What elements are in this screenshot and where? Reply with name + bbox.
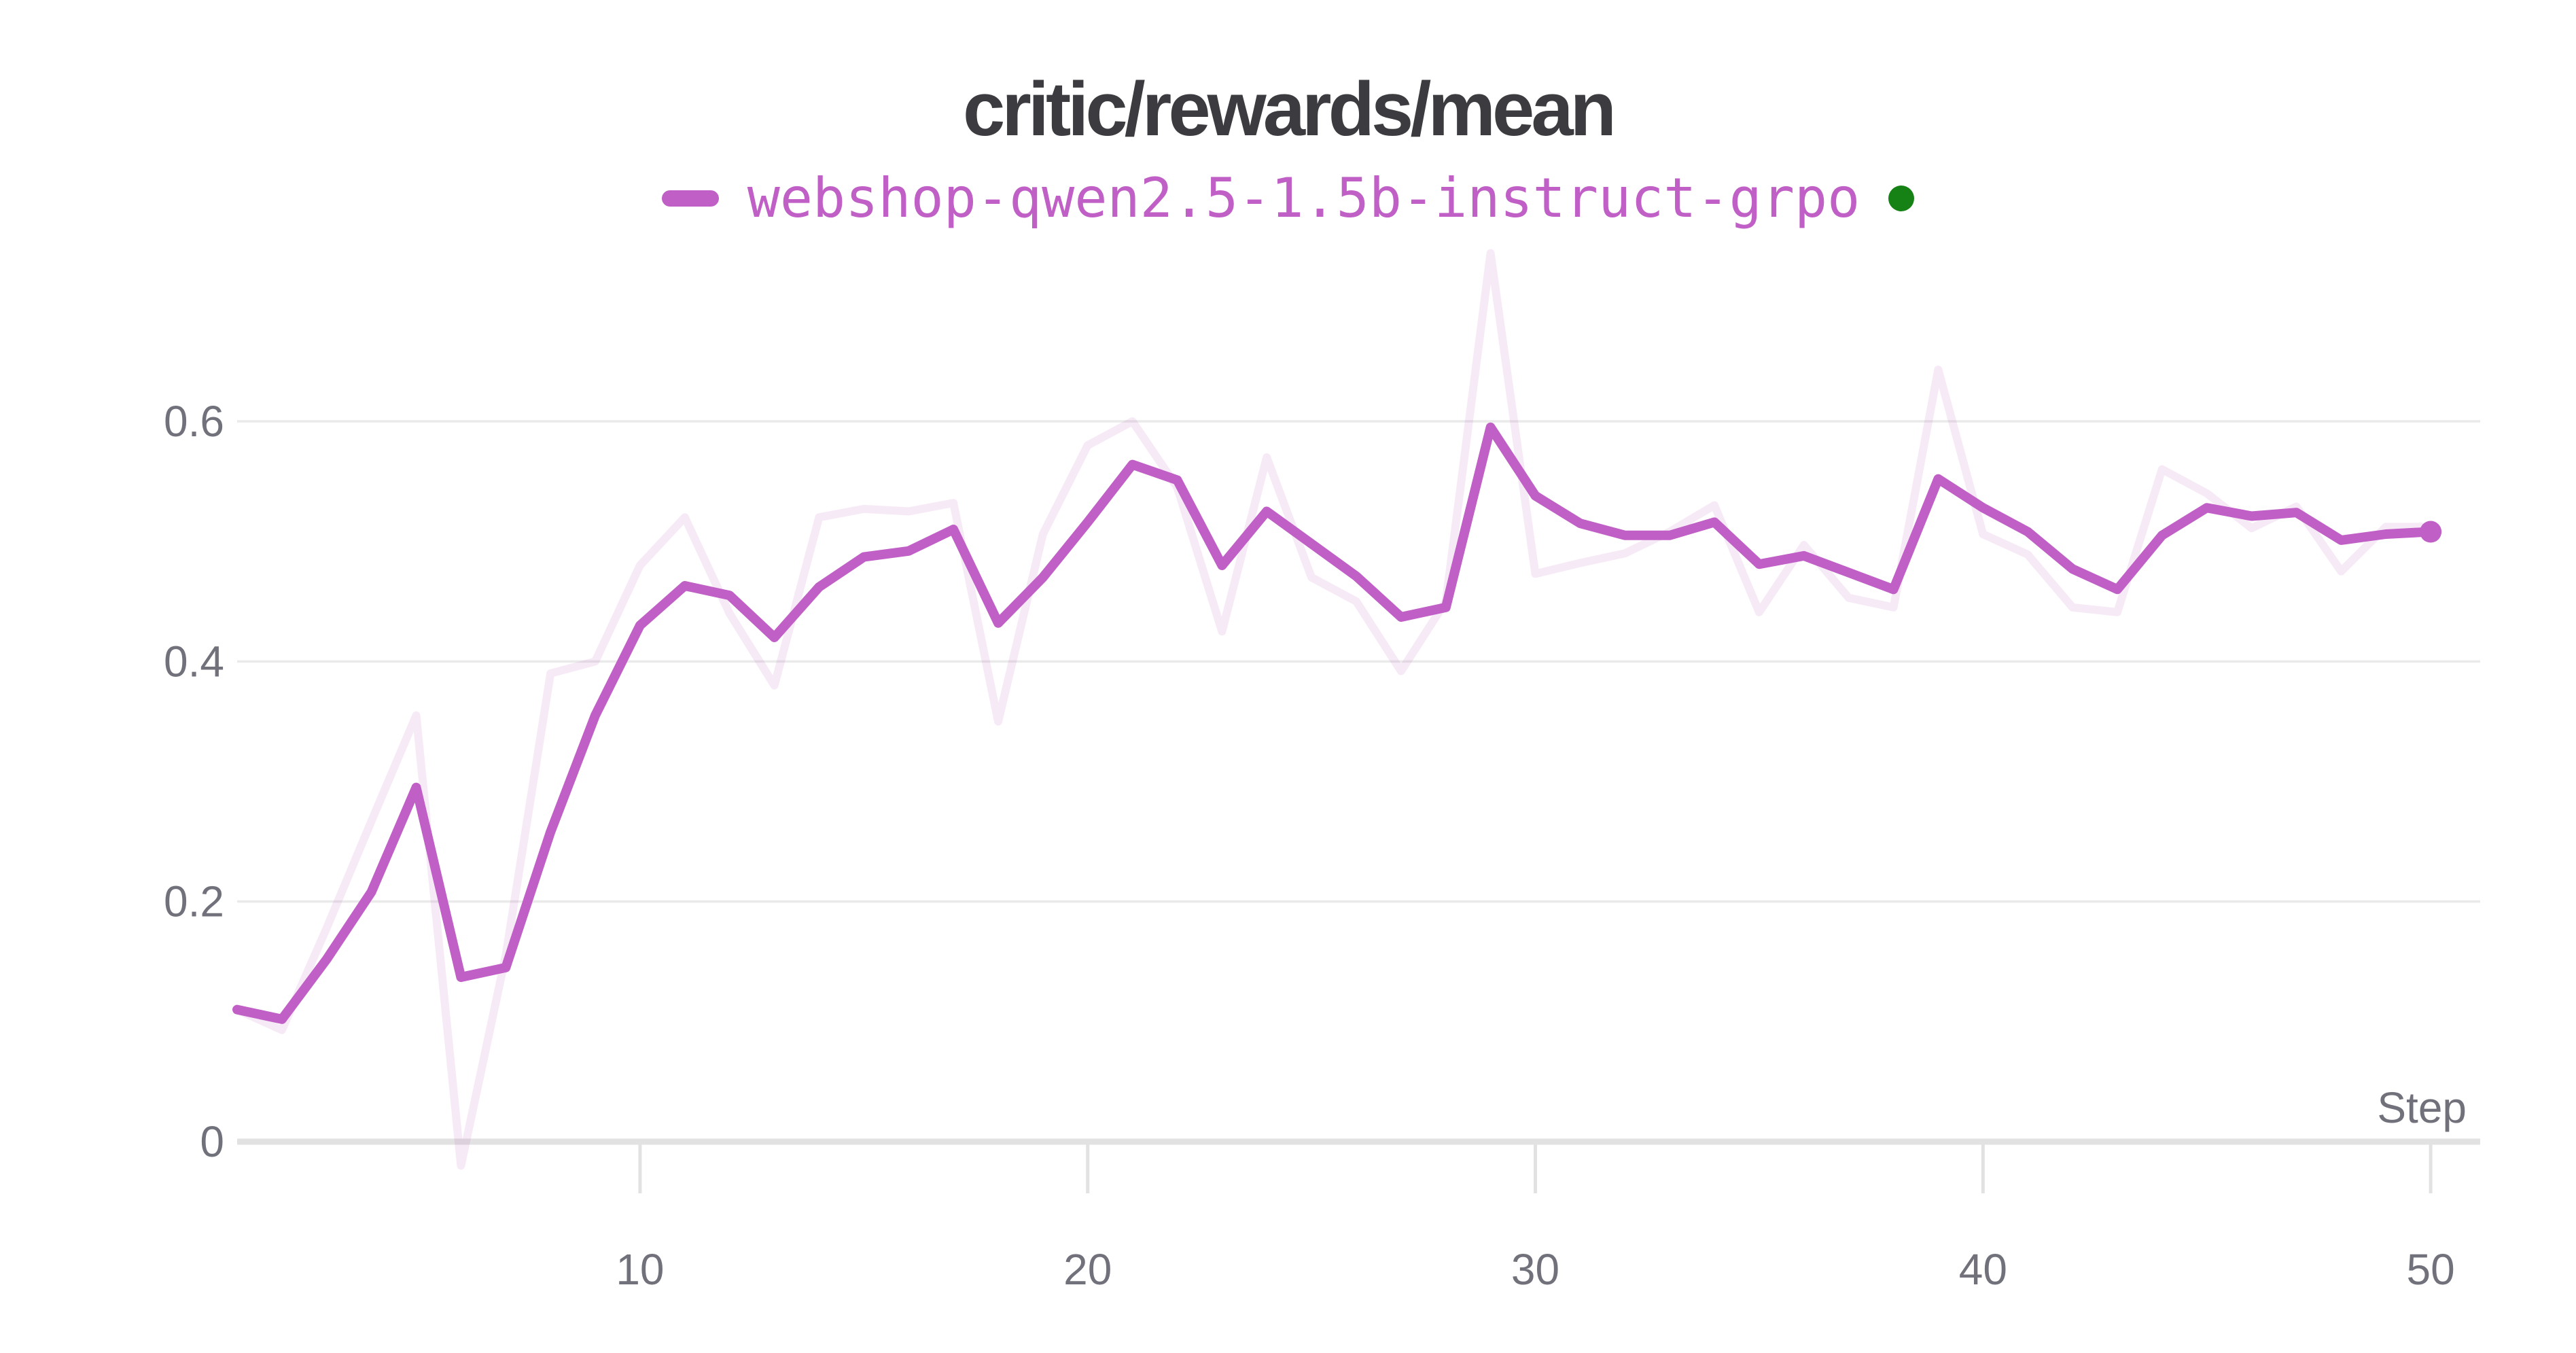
legend: webshop-qwen2.5-1.5b-instruct-grpo <box>0 171 2576 226</box>
data-series <box>232 249 2442 1170</box>
x-tick-label: 40 <box>1959 1245 2007 1294</box>
run-status-dot-icon <box>1888 186 1915 211</box>
legend-run-name: webshop-qwen2.5-1.5b-instruct-grpo <box>747 166 1860 230</box>
series-line-raw <box>233 249 2435 1170</box>
gridlines <box>237 420 2480 1145</box>
x-tick-label: 30 <box>1511 1245 1559 1294</box>
y-tick-label: 0 <box>200 1117 224 1166</box>
x-tick-label: 20 <box>1063 1245 1112 1294</box>
last-point-marker <box>2420 521 2442 543</box>
x-axis-title: Step <box>2377 1083 2467 1132</box>
x-tick-label: 10 <box>616 1245 664 1294</box>
y-tick-label: 0.2 <box>164 877 224 926</box>
axis-labels: 0 0.2 0.4 0.6 10 20 30 40 50 <box>164 397 2455 1294</box>
x-tick-label: 50 <box>2407 1245 2455 1294</box>
legend-line-icon <box>661 190 719 207</box>
legend-item-run[interactable]: webshop-qwen2.5-1.5b-instruct-grpo <box>661 166 1915 230</box>
y-tick-label: 0.6 <box>164 397 224 446</box>
y-tick-label: 0.4 <box>164 637 224 686</box>
series-line-smoothed <box>232 422 2436 1024</box>
axis-ticks <box>638 1144 2433 1193</box>
chart-title: critic/rewards/mean <box>962 67 1617 152</box>
